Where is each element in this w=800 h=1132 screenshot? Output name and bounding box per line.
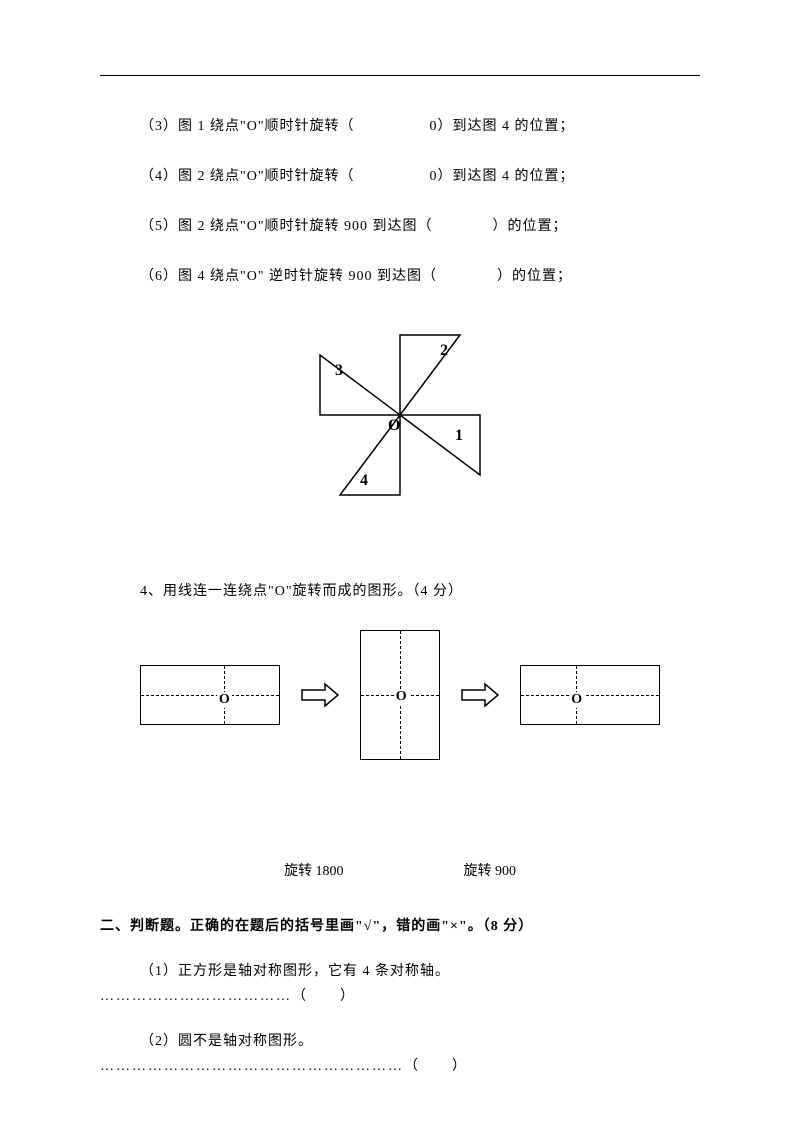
rect2-o-label: O — [394, 689, 409, 705]
judge-dots-2-text: …………………………………………………（ ） — [100, 1059, 468, 1074]
question-5: （5）图 2 绕点"O"顺时针旋转 900 到达图（ ）的位置； — [100, 215, 700, 235]
question-3: （3）图 1 绕点"O"顺时针旋转（ 0）到达图 4 的位置； — [100, 115, 700, 135]
arrow-icon-2 — [460, 680, 500, 710]
rect-2: O — [360, 630, 440, 760]
judge-dots-2: …………………………………………………（ ） — [100, 1055, 700, 1075]
judge-dots-1-text: ………………………………（ ） — [100, 989, 356, 1004]
rect3-dash-h — [521, 695, 659, 696]
judge-2-text: （2）圆不是轴对称图形。 — [140, 1034, 313, 1049]
pinwheel-label-2: 2 — [440, 342, 448, 359]
judge-item-2: （2）圆不是轴对称图形。 — [100, 1030, 700, 1050]
page-content: （3）图 1 绕点"O"顺时针旋转（ 0）到达图 4 的位置； （4）图 2 绕… — [100, 75, 700, 1075]
rect1-o-label: O — [217, 692, 232, 708]
rect3-o-label: O — [569, 692, 584, 708]
question-4-connect-title: 4、用线连一连绕点"O"旋转而成的图形。（4 分） — [100, 580, 700, 600]
rotation-180-label: 旋转 1800 — [284, 860, 344, 880]
pinwheel-figure: 2 3 4 1 O — [100, 315, 700, 520]
question-4: （4）图 2 绕点"O"顺时针旋转（ 0）到达图 4 的位置； — [100, 165, 700, 185]
pinwheel-svg: 2 3 4 1 O — [300, 315, 500, 515]
question-4-text: （4）图 2 绕点"O"顺时针旋转（ 0）到达图 4 的位置； — [140, 169, 575, 184]
rect1-dash-h — [141, 695, 279, 696]
judge-item-1: （1）正方形是轴对称图形，它有 4 条对称轴。 — [100, 960, 700, 980]
rotation-90-label: 旋转 900 — [464, 860, 517, 880]
pinwheel-label-1: 1 — [455, 427, 463, 444]
section-2-title: 二、判断题。正确的在题后的括号里画"√"，错的画"×"。（8 分） — [100, 915, 700, 935]
rect-3: O — [520, 665, 660, 725]
question-5-text: （5）图 2 绕点"O"顺时针旋转 900 到达图（ ）的位置； — [140, 219, 568, 234]
rectangle-row: O O O — [100, 630, 700, 760]
section2-title-text: 二、判断题。正确的在题后的括号里画"√"，错的画"×"。（8 分） — [100, 919, 533, 934]
pinwheel-label-4: 4 — [360, 472, 368, 489]
rotation-labels-row: 旋转 1800 旋转 900 — [100, 860, 700, 880]
q4-title-text: 4、用线连一连绕点"O"旋转而成的图形。（4 分） — [140, 584, 463, 599]
judge-dots-1: ………………………………（ ） — [100, 985, 700, 1005]
header-rule — [100, 75, 700, 76]
pinwheel-label-3: 3 — [335, 362, 343, 379]
arrow-icon-1 — [300, 680, 340, 710]
rect-1: O — [140, 665, 280, 725]
pinwheel-label-o: O — [388, 417, 400, 434]
question-3-text: （3）图 1 绕点"O"顺时针旋转（ 0）到达图 4 的位置； — [140, 119, 575, 134]
question-6: （6）图 4 绕点"O" 逆时针旋转 900 到达图（ ）的位置； — [100, 265, 700, 285]
judge-1-text: （1）正方形是轴对称图形，它有 4 条对称轴。 — [140, 964, 450, 979]
question-6-text: （6）图 4 绕点"O" 逆时针旋转 900 到达图（ ）的位置； — [140, 269, 572, 284]
